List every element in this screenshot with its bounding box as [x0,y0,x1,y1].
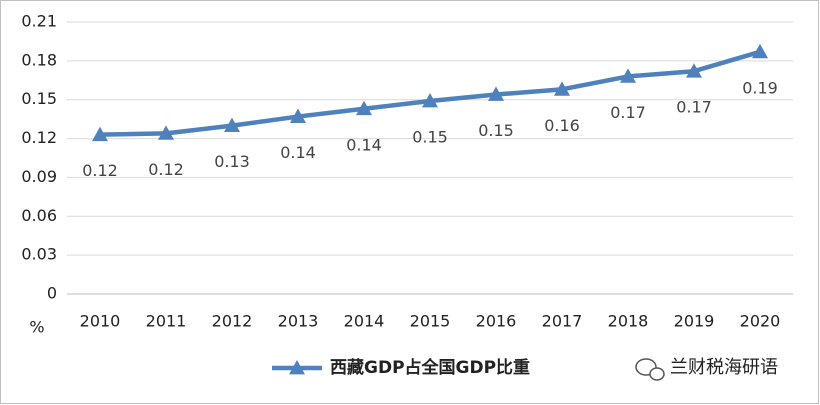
data-label: 0.12 [82,161,118,180]
data-point [224,117,240,133]
data-point [422,93,438,108]
y-tick-label: 0.21 [21,12,57,31]
data-label: 0.19 [742,78,778,97]
watermark: 兰财税海研语 [635,357,778,381]
data-point [356,100,372,116]
data-point [488,86,504,101]
x-tick-label: 2020 [740,312,781,331]
x-tick-label: 2013 [278,312,319,331]
y-tick-label: 0.18 [21,50,57,69]
data-label: 0.14 [280,143,316,162]
data-label: 0.14 [346,135,382,154]
x-tick-label: 2016 [476,312,517,331]
data-label: 0.15 [412,128,448,147]
x-tick-label: 2017 [542,312,583,331]
legend-label: 西藏GDP占全国GDP比重 [330,357,530,378]
x-tick-label: 2011 [146,312,187,331]
data-point [554,81,570,96]
x-tick-label: 2018 [608,312,649,331]
y-tick-label: 0.09 [21,167,57,186]
y-axis-label: % [29,318,44,337]
y-tick-label: 0.06 [21,206,57,225]
x-tick-label: 2010 [80,312,121,331]
y-tick-label: 0.12 [21,128,57,147]
x-tick-label: 2015 [410,312,451,331]
data-label: 0.17 [610,103,646,122]
legend-marker [289,360,305,375]
watermark-icon [635,358,657,376]
data-point [752,43,768,59]
watermark-text: 兰财税海研语 [670,357,778,378]
y-tick-label: 0.03 [21,245,57,264]
x-tick-label: 2019 [674,312,715,331]
data-point [158,125,174,140]
data-label: 0.13 [214,152,250,171]
data-point [620,68,636,83]
data-point [290,108,306,123]
x-tick-label: 2014 [344,312,385,331]
y-tick-label: 0.15 [21,89,57,108]
data-label: 0.12 [148,160,184,179]
y-tick-label: 0 [47,284,57,303]
data-point [92,126,108,142]
data-label: 0.15 [478,121,514,140]
data-label: 0.16 [544,116,580,135]
data-label: 0.17 [676,98,712,117]
x-tick-label: 2012 [212,312,253,331]
watermark-icon [649,367,665,381]
data-point [686,63,702,78]
